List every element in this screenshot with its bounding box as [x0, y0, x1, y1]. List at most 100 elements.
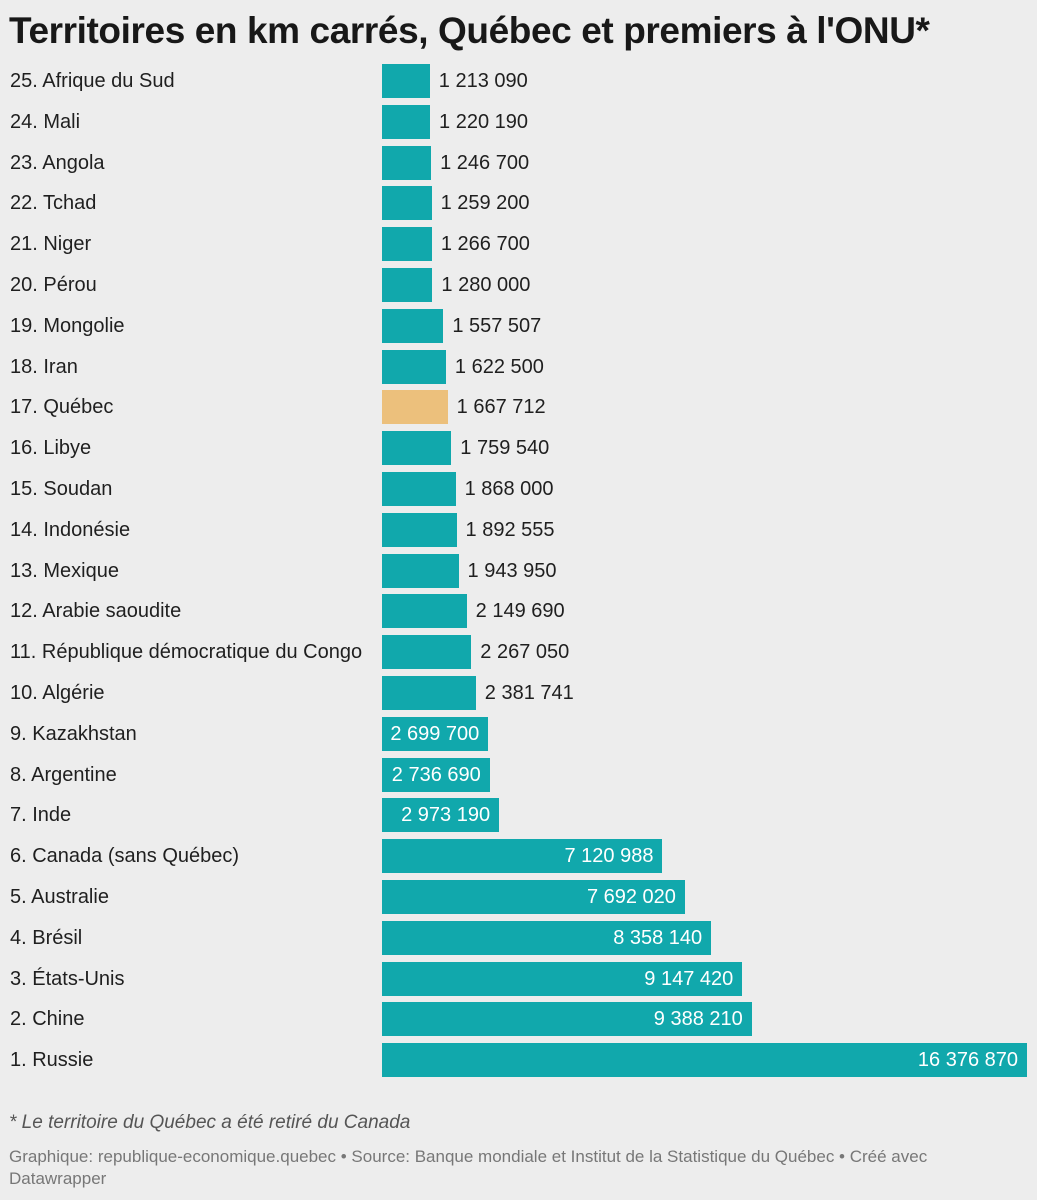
- bar-row: 18. Iran 1 622 500: [0, 349, 1037, 384]
- category-label: 25. Afrique du Sud: [10, 70, 175, 92]
- bar: [382, 635, 472, 670]
- category-label: 21. Niger: [10, 233, 92, 256]
- category-label: 5. Australie: [10, 886, 109, 908]
- bar: [382, 716, 489, 751]
- bar-row: 16. Libye 1 759 540: [0, 431, 1037, 466]
- bar-row: 8. Argentine 2 736 690: [0, 757, 1037, 792]
- category-label: 9. Kazakhstan: [10, 722, 137, 745]
- bar: [382, 64, 430, 98]
- category-label: 16. Libye: [10, 437, 92, 460]
- category-label: 13. Mexique: [10, 559, 119, 582]
- data-label: 1 759 540: [460, 437, 550, 460]
- bar-row: 9. Kazakhstan 2 699 700: [0, 716, 1037, 751]
- bar-row: 12. Arabie saoudite 2 149 690: [0, 594, 1037, 629]
- bar-row: 5. Australie 7 692 020: [0, 880, 1037, 914]
- bar: [382, 104, 431, 139]
- bar: [382, 1002, 752, 1037]
- bar-row: 15. Soudan 1 868 000: [0, 472, 1037, 506]
- data-label: 1 892 555: [465, 518, 555, 541]
- bar-row: 23. Angola 1 246 700: [0, 145, 1037, 180]
- data-label: 1 557 507: [452, 314, 542, 337]
- bar-row: 1. Russie 16 376 870: [0, 1043, 1037, 1078]
- data-label: 1 943 950: [467, 559, 557, 582]
- category-label: 4. Brésil: [10, 926, 83, 949]
- chart-note: * Le territoire du Québec a été retiré d…: [9, 1112, 411, 1133]
- category-label: 19. Mongolie: [10, 314, 125, 337]
- bar: [382, 512, 457, 547]
- bar-row: 17. Québec 1 667 712: [0, 390, 1037, 425]
- chart-footer: Graphique: republique-economique.quebec …: [9, 1147, 928, 1188]
- bar-chart: 25. Afrique du Sud 1 213 090 24. Mali 1 220…: [0, 64, 1037, 1084]
- data-label: 1 868 000: [464, 478, 554, 500]
- bar: [382, 472, 456, 506]
- bar-row: 4. Brésil 8 358 140: [0, 920, 1037, 955]
- data-label: 1 246 700: [440, 151, 530, 174]
- bar-highlighted: [382, 390, 448, 425]
- bar: [382, 349, 446, 384]
- category-label: 3. États-Unis: [10, 967, 125, 990]
- bar: [382, 431, 452, 466]
- bar-row: 3. États-Unis 9 147 420: [0, 961, 1037, 996]
- category-label: 6. Canada (sans Québec): [10, 845, 240, 868]
- bar: [382, 676, 476, 710]
- category-label: 18. Iran: [10, 355, 78, 378]
- bar: [382, 880, 685, 914]
- category-label: 14. Indonésie: [10, 518, 131, 541]
- data-label: 7 692 020: [586, 886, 676, 908]
- data-label: 2 267 050: [480, 641, 570, 664]
- category-label: 20. Pérou: [10, 274, 97, 296]
- data-label: 8 358 140: [613, 926, 703, 949]
- category-label: 11. République démocratique du Congo: [10, 641, 363, 664]
- data-label: 2 736 690: [391, 763, 481, 786]
- bar: [382, 308, 444, 343]
- data-label: 1 213 090: [438, 70, 528, 92]
- data-label: 9 388 210: [653, 1008, 743, 1031]
- bar-row: 7. Inde 2 973 190: [0, 798, 1037, 833]
- data-label: 1 259 200: [440, 192, 530, 215]
- category-label: 1. Russie: [10, 1049, 94, 1072]
- bar: [382, 268, 433, 302]
- bar-row: 19. Mongolie 1 557 507: [0, 308, 1037, 343]
- data-label: 2 381 741: [484, 682, 574, 704]
- data-label: 1 220 190: [439, 110, 529, 133]
- bar: [382, 186, 432, 221]
- bar: [382, 594, 467, 629]
- bar: [382, 920, 712, 955]
- category-label: 7. Inde: [10, 804, 72, 827]
- bar: [382, 227, 432, 262]
- bar-row: 22. Tchad 1 259 200: [0, 186, 1037, 221]
- category-label: 15. Soudan: [10, 478, 113, 500]
- category-label: 8. Argentine: [10, 763, 117, 786]
- bar-row: 24. Mali 1 220 190: [0, 104, 1037, 139]
- bar: [382, 553, 459, 588]
- bar-row: 11. République démocratique du Congo 2 26…: [0, 635, 1037, 670]
- category-label: 12. Arabie saoudite: [10, 600, 182, 623]
- bar: [382, 798, 500, 833]
- category-label: 10. Algérie: [10, 682, 105, 704]
- category-label: 22. Tchad: [10, 192, 97, 215]
- data-label: 1 266 700: [440, 233, 530, 256]
- data-label: 9 147 420: [644, 967, 734, 990]
- category-label: 23. Angola: [10, 151, 105, 174]
- bar-row: 14. Indonésie 1 892 555: [0, 512, 1037, 547]
- bar-row: 10. Algérie 2 381 741: [0, 676, 1037, 710]
- category-label: 24. Mali: [10, 110, 81, 133]
- data-label: 1 667 712: [456, 396, 546, 419]
- category-label: 2. Chine: [10, 1008, 85, 1031]
- bar: [382, 839, 663, 874]
- data-label: 1 280 000: [441, 274, 531, 296]
- chart-title: Territoires en km carrés, Québec et prem…: [9, 10, 930, 51]
- data-label: 7 120 988: [564, 845, 654, 868]
- data-label: 2 149 690: [475, 600, 565, 623]
- data-label: 2 973 190: [401, 804, 491, 827]
- bar: [382, 757, 490, 792]
- bar: [382, 1043, 1027, 1078]
- category-label: 17. Québec: [10, 396, 114, 419]
- bar-row: 20. Pérou 1 280 000: [0, 268, 1037, 302]
- bar: [382, 961, 743, 996]
- data-label: 2 699 700: [390, 722, 480, 745]
- bar-row: 6. Canada (sans Québec) 7 120 988: [0, 839, 1037, 874]
- data-label: 16 376 870: [917, 1049, 1018, 1072]
- bar-row: 25. Afrique du Sud 1 213 090: [0, 64, 1037, 98]
- bar-row: 21. Niger 1 266 700: [0, 227, 1037, 262]
